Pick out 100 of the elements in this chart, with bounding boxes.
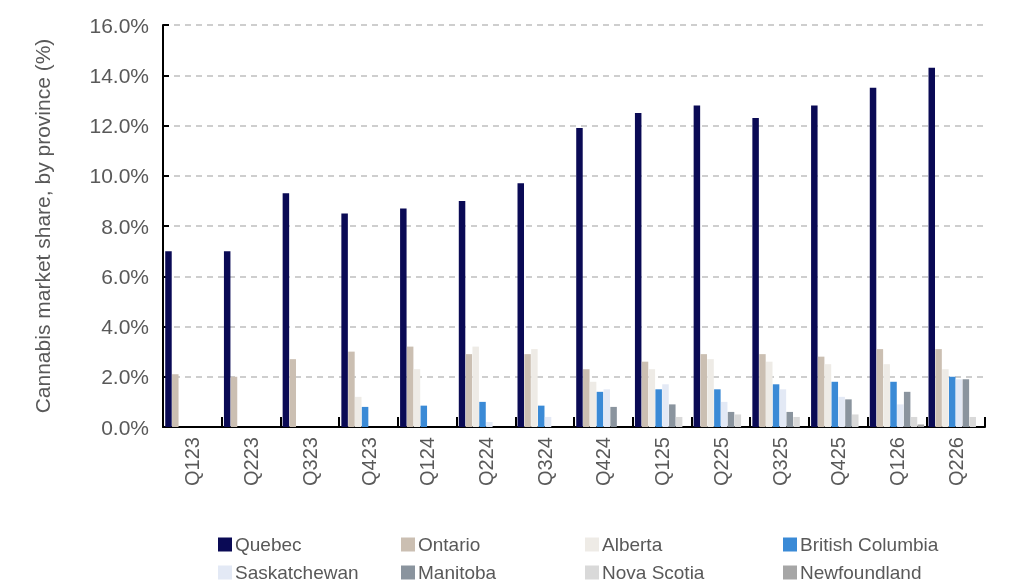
y-tick-label: 2.0% xyxy=(101,365,149,389)
bar xyxy=(883,364,890,427)
bar xyxy=(648,369,656,427)
y-tick-label: 16.0% xyxy=(89,13,149,37)
bar xyxy=(969,416,976,427)
bar xyxy=(948,376,956,427)
x-tick-label: Q123 xyxy=(181,437,204,486)
x-tick-label: Q323 xyxy=(298,437,321,486)
y-tick-label: 0.0% xyxy=(101,415,149,439)
bar xyxy=(465,354,473,427)
bar xyxy=(727,411,735,427)
bar xyxy=(576,128,583,427)
bar xyxy=(589,381,597,427)
bar xyxy=(517,183,525,427)
bar xyxy=(282,193,290,427)
legend-label: Newfoundland xyxy=(800,562,922,583)
legend-label: British Columbia xyxy=(800,534,939,555)
bar xyxy=(942,369,949,427)
bar xyxy=(537,405,545,427)
bar xyxy=(603,389,611,427)
bar xyxy=(223,251,231,427)
bar xyxy=(793,416,800,427)
x-tick-label: Q423 xyxy=(357,437,380,486)
bar xyxy=(720,401,728,427)
bar xyxy=(903,391,911,427)
legend-label: Alberta xyxy=(602,534,663,555)
bar xyxy=(935,349,942,427)
bar xyxy=(890,381,897,427)
bar xyxy=(910,416,918,427)
y-tick-label: 14.0% xyxy=(89,63,149,87)
bar xyxy=(355,396,362,427)
x-tick-label: Q225 xyxy=(709,437,732,486)
bar xyxy=(420,405,428,427)
bar xyxy=(531,349,538,427)
bar xyxy=(662,384,669,427)
x-tick-label: Q224 xyxy=(474,437,497,486)
bar xyxy=(811,105,818,427)
bar xyxy=(172,374,179,427)
bar xyxy=(700,354,707,427)
bar xyxy=(406,346,414,427)
x-tick-label: Q325 xyxy=(768,437,791,486)
bar xyxy=(655,389,662,427)
bar xyxy=(641,361,649,427)
bar xyxy=(838,396,845,427)
bar xyxy=(817,356,825,427)
bar xyxy=(348,351,355,427)
y-tick-label: 4.0% xyxy=(101,315,149,338)
bar xyxy=(596,391,604,427)
bar xyxy=(962,379,970,427)
bar xyxy=(458,200,466,427)
bar xyxy=(675,416,683,427)
x-tick-label: Q223 xyxy=(240,437,263,486)
bar xyxy=(669,404,676,427)
x-tick-label: Q424 xyxy=(592,437,615,486)
bar xyxy=(766,361,773,427)
bar xyxy=(361,406,369,427)
bar xyxy=(876,349,884,427)
bar xyxy=(400,208,407,427)
bar xyxy=(852,414,859,427)
legend-label: Ontario xyxy=(418,534,481,555)
bar xyxy=(752,117,759,427)
bar xyxy=(693,105,701,427)
bar xyxy=(917,424,925,427)
legend-label: Manitoba xyxy=(418,562,497,583)
bar xyxy=(524,354,531,427)
bar xyxy=(928,67,936,427)
bar xyxy=(165,251,172,427)
x-tick-label: Q226 xyxy=(944,437,967,486)
legend-label: Quebec xyxy=(235,534,302,555)
bar xyxy=(707,359,714,427)
bar xyxy=(779,389,787,427)
bar xyxy=(634,112,642,427)
bar xyxy=(413,369,421,427)
bar xyxy=(897,404,904,427)
x-tick-label: Q124 xyxy=(416,437,439,486)
bar xyxy=(786,411,793,427)
bar xyxy=(869,87,877,427)
bar xyxy=(486,421,493,427)
legend-label: Saskatchewan xyxy=(235,562,359,583)
bar xyxy=(583,369,590,427)
x-tick-label: Q324 xyxy=(533,437,556,486)
y-axis-title: Cannabis market share, by province (%) xyxy=(31,38,54,414)
legend-label: Nova Scotia xyxy=(602,562,705,583)
bar xyxy=(772,384,780,427)
y-tick-label: 10.0% xyxy=(89,164,149,188)
y-tick-label: 12.0% xyxy=(89,114,149,137)
bar xyxy=(479,401,486,427)
y-tick-label: 6.0% xyxy=(101,264,149,288)
y-tick-label: 8.0% xyxy=(101,214,149,238)
bar xyxy=(544,416,552,427)
bar xyxy=(824,364,832,427)
x-tick-label: Q125 xyxy=(651,437,674,486)
bar xyxy=(341,213,348,427)
bar xyxy=(289,359,296,427)
bar xyxy=(831,381,839,427)
bar xyxy=(230,376,238,427)
x-tick-label: Q126 xyxy=(885,437,908,486)
bar xyxy=(734,414,742,427)
bar xyxy=(845,399,852,427)
bar xyxy=(955,379,963,427)
